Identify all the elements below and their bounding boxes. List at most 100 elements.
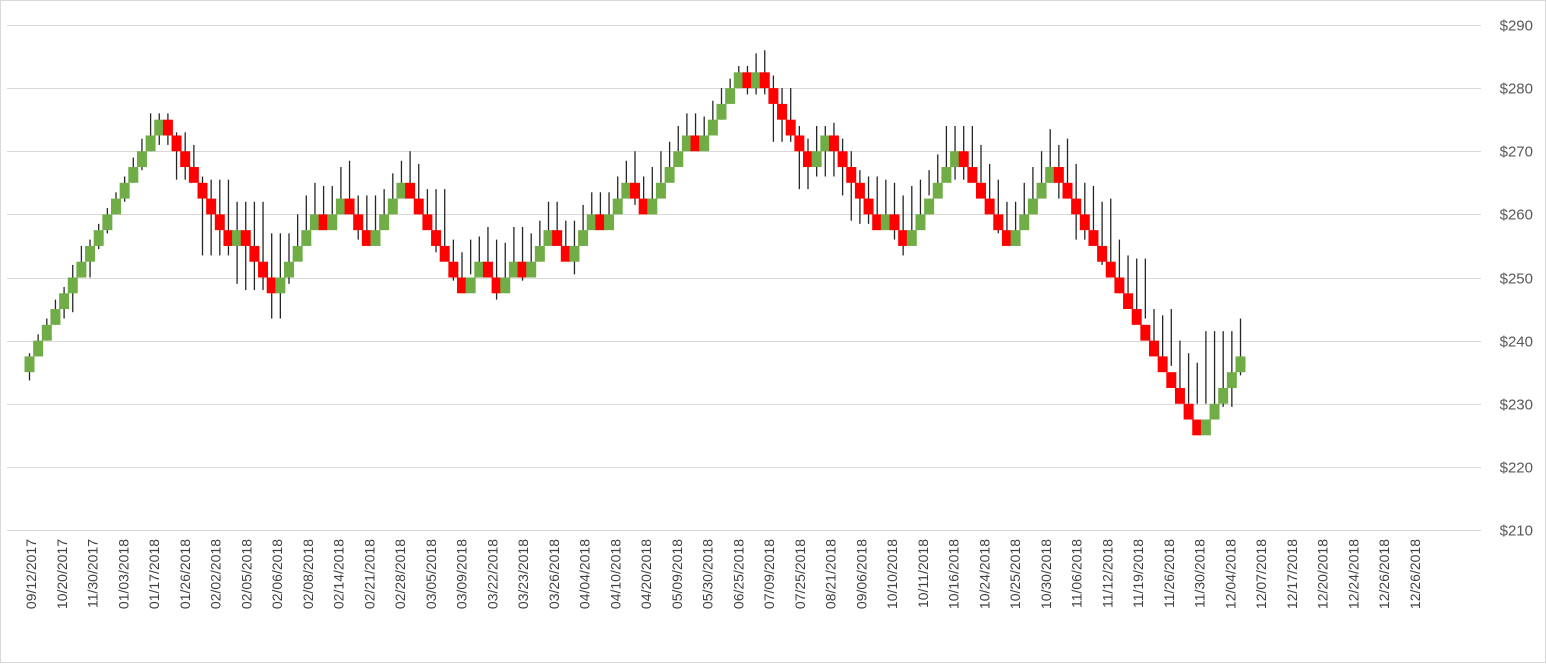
x-tick-label: 10/24/2018 (976, 539, 992, 609)
brick-up (534, 245, 545, 262)
brick-up (915, 214, 926, 231)
brick-down (768, 88, 779, 104)
brick-up (1218, 387, 1229, 404)
brick-up (335, 198, 346, 215)
brick-up (1045, 167, 1056, 183)
y-tick-label: $230 (1500, 397, 1533, 414)
brick-up (569, 245, 580, 262)
brick-up (543, 230, 554, 246)
brick-up (50, 309, 61, 325)
brick-up (232, 230, 243, 246)
brick-up (820, 135, 831, 152)
brick-down (595, 214, 606, 231)
brick-up (111, 198, 121, 215)
brick-up (76, 261, 87, 278)
x-tick-label: 11/12/2018 (1099, 539, 1115, 608)
x-tick-label: 12/20/2018 (1315, 539, 1331, 609)
brick-down (258, 261, 269, 278)
brick-down (318, 214, 329, 231)
brick-up (508, 261, 519, 278)
brick-down (872, 214, 883, 231)
brick-down (197, 182, 208, 199)
brick-down (993, 214, 1004, 231)
y-tick-label: $250 (1500, 271, 1533, 288)
x-tick-label: 02/05/2018 (238, 539, 254, 609)
brick-up (474, 261, 485, 278)
brick-down (958, 151, 969, 168)
brick-down (1088, 230, 1099, 246)
brick-up (1027, 198, 1038, 215)
brick-up (67, 277, 78, 294)
x-tick-label: 10/30/2018 (1038, 539, 1054, 609)
x-tick-label: 03/22/2018 (484, 539, 500, 609)
x-tick-label: 12/04/2018 (1222, 539, 1238, 609)
brick-up (716, 103, 727, 120)
brick-down (413, 198, 424, 215)
brick-up (604, 214, 615, 231)
brick-up (292, 245, 303, 262)
brick-down (630, 182, 640, 199)
brick-up (387, 198, 398, 215)
brick-down (439, 245, 450, 262)
brick-up (128, 167, 139, 183)
x-tick-label: 10/25/2018 (1007, 539, 1023, 609)
x-tick-label: 02/06/2018 (269, 539, 285, 609)
brick-down (976, 182, 986, 199)
brick-up (1010, 230, 1021, 246)
x-tick-label: 03/09/2018 (454, 539, 470, 609)
brick-down (837, 151, 848, 168)
brick-down (1071, 198, 1082, 215)
brick-up (1226, 372, 1237, 388)
x-tick-label: 12/24/2018 (1345, 539, 1361, 609)
brick-up (500, 277, 511, 294)
x-tick-label: 02/21/2018 (361, 539, 377, 609)
x-tick-label: 11/26/2018 (1161, 539, 1177, 608)
y-axis-ticks: $210 $220 $230 $240 $250 $260 $270 $280 $290 (1500, 18, 1533, 540)
brick-up (941, 167, 952, 183)
x-tick-label: 06/25/2018 (730, 539, 746, 609)
brick-down (482, 261, 493, 278)
brick-up (93, 230, 104, 246)
y-tick-label: $280 (1500, 81, 1533, 98)
x-tick-label: 02/28/2018 (392, 539, 408, 609)
brick-up (880, 214, 891, 231)
brick-up (699, 135, 710, 152)
brick-up (811, 151, 822, 168)
x-tick-label: 03/23/2018 (515, 539, 531, 609)
brick-up (154, 119, 165, 136)
brick-down (353, 214, 364, 231)
x-tick-label: 07/09/2018 (761, 539, 777, 609)
brick-up (906, 230, 917, 246)
brick-down (1001, 230, 1012, 246)
brick-down (405, 182, 416, 199)
x-tick-label: 01/26/2018 (177, 539, 193, 609)
x-tick-label: 12/26/2018 (1376, 539, 1392, 609)
brick-up (275, 277, 286, 294)
brick-down (206, 198, 217, 215)
brick-up (119, 182, 130, 199)
brick-up (751, 72, 762, 89)
brick-down (1053, 167, 1064, 183)
brick-up (309, 214, 320, 231)
brick-up (136, 151, 147, 168)
brick-up (655, 182, 666, 199)
brick-up (950, 151, 961, 168)
brick-up (24, 356, 35, 373)
brick-down (188, 167, 199, 183)
x-tick-label: 10/11/2018 (915, 539, 931, 608)
x-tick-label: 04/10/2018 (607, 539, 623, 609)
y-tick-label: $260 (1500, 207, 1533, 224)
x-tick-label: 08/21/2018 (823, 539, 839, 609)
brick-up (725, 88, 736, 104)
x-tick-label: 12/26/2018 (1407, 539, 1423, 609)
x-tick-label: 04/04/2018 (577, 539, 593, 609)
brick-down (517, 261, 528, 278)
brick-up (59, 293, 70, 310)
brick-up (621, 182, 632, 199)
brick-down (266, 277, 277, 294)
brick-up (379, 214, 390, 231)
brick-down (448, 261, 459, 278)
brick-up (733, 72, 744, 89)
